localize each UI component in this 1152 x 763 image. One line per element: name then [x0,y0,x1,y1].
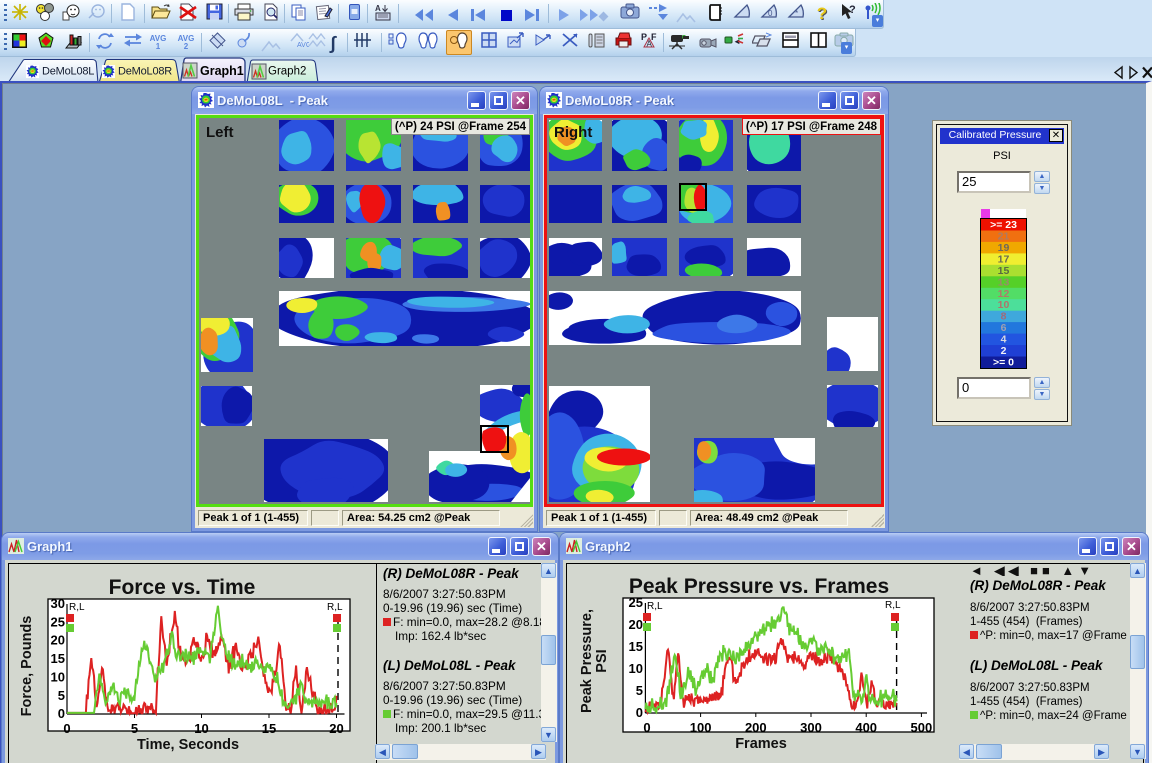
svg-text:R,L: R,L [69,602,85,613]
svg-text:Frames: Frames [735,736,787,752]
svg-text:A: A [375,4,381,13]
svg-text:13: 13 [998,276,1010,288]
svg-text:Force vs. Time: Force vs. Time [109,576,256,599]
svg-text:PSI: PSI [594,649,610,672]
svg-text:Force, Pounds: Force, Pounds [19,616,35,717]
svg-text:30: 30 [51,596,65,611]
svg-text:0: 0 [636,705,643,720]
svg-text:>= 0: >= 0 [993,357,1014,369]
svg-text:21: 21 [998,231,1010,243]
svg-text:15: 15 [629,639,643,654]
svg-text:10: 10 [998,299,1010,311]
svg-text:20: 20 [51,633,65,648]
svg-text:20: 20 [629,617,643,632]
svg-text:100: 100 [690,720,712,735]
svg-text:5: 5 [58,688,65,703]
svg-text:Peak Pressure vs. Frames: Peak Pressure vs. Frames [629,575,889,598]
svg-text:>= 23: >= 23 [990,219,1017,231]
svg-text:Graph2: Graph2 [268,66,306,78]
svg-text:0: 0 [643,720,650,735]
svg-text:300: 300 [800,720,822,735]
svg-text:10: 10 [629,661,643,676]
svg-text:25: 25 [629,595,643,610]
svg-text:0: 0 [768,9,773,18]
svg-text:DeMoL08R: DeMoL08R [118,66,172,78]
svg-text:R,L: R,L [885,600,901,611]
svg-text:17: 17 [998,253,1010,265]
svg-text:8: 8 [1001,311,1007,323]
svg-text:19: 19 [998,242,1010,254]
svg-text:A: A [647,40,653,49]
svg-text:?: ? [849,4,856,16]
svg-text:10: 10 [51,669,65,684]
svg-text:5: 5 [636,683,643,698]
svg-text:R,L: R,L [647,601,663,612]
svg-text:5: 5 [131,721,138,736]
svg-text:20: 20 [329,721,343,736]
svg-text:*: * [795,9,798,18]
svg-text:◄: ◄ [733,37,741,46]
svg-text:200: 200 [745,720,767,735]
svg-text:0: 0 [58,706,65,721]
svg-text:25: 25 [51,614,65,629]
svg-text:0: 0 [63,721,70,736]
svg-text:R,L: R,L [327,602,343,613]
svg-text:Time, Seconds: Time, Seconds [137,737,239,753]
svg-text:Peak Pressure,: Peak Pressure, [579,609,595,713]
svg-text:15: 15 [51,651,65,666]
svg-text:Graph1: Graph1 [200,64,244,78]
svg-text:15: 15 [262,721,276,736]
svg-text:12: 12 [998,288,1010,300]
svg-text:AVG: AVG [297,42,309,48]
svg-text:6: 6 [1001,322,1007,334]
svg-text:500: 500 [911,720,933,735]
svg-text:DeMoL08L: DeMoL08L [42,66,94,78]
svg-text:F: F [651,32,657,42]
svg-text:400: 400 [855,720,877,735]
svg-text:4: 4 [1001,334,1007,346]
svg-text:10: 10 [194,721,208,736]
svg-text:P,: P, [641,32,649,42]
svg-text:15: 15 [998,265,1010,277]
svg-text:2: 2 [1001,345,1007,357]
